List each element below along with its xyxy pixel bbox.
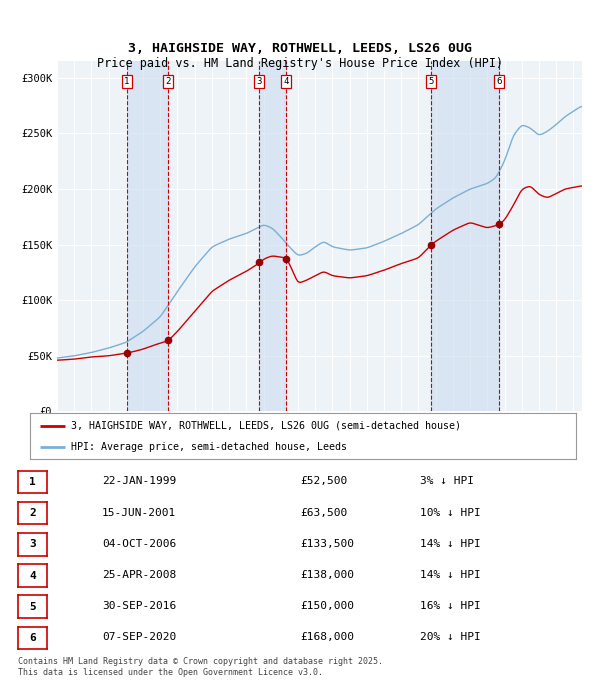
Text: 07-SEP-2020: 07-SEP-2020 xyxy=(102,632,176,642)
Text: 6: 6 xyxy=(497,77,502,86)
Text: 2: 2 xyxy=(166,77,171,86)
Text: HPI: Average price, semi-detached house, Leeds: HPI: Average price, semi-detached house,… xyxy=(71,443,347,452)
Text: 4: 4 xyxy=(29,571,36,581)
Text: 14% ↓ HPI: 14% ↓ HPI xyxy=(420,570,481,580)
Text: 3% ↓ HPI: 3% ↓ HPI xyxy=(420,477,474,486)
Text: 1: 1 xyxy=(124,77,130,86)
Text: Price paid vs. HM Land Registry's House Price Index (HPI): Price paid vs. HM Land Registry's House … xyxy=(97,56,503,70)
Text: 2: 2 xyxy=(29,508,36,518)
Text: 15-JUN-2001: 15-JUN-2001 xyxy=(102,507,176,517)
Text: 20% ↓ HPI: 20% ↓ HPI xyxy=(420,632,481,642)
Text: 14% ↓ HPI: 14% ↓ HPI xyxy=(420,539,481,549)
Text: 04-OCT-2006: 04-OCT-2006 xyxy=(102,539,176,549)
Text: 3: 3 xyxy=(29,539,36,549)
Text: £138,000: £138,000 xyxy=(300,570,354,580)
Bar xyxy=(259,61,286,411)
Text: 1: 1 xyxy=(29,477,36,487)
Text: £52,500: £52,500 xyxy=(300,477,347,486)
Text: 25-APR-2008: 25-APR-2008 xyxy=(102,570,176,580)
Bar xyxy=(431,61,499,411)
Text: 3: 3 xyxy=(257,77,262,86)
Text: 30-SEP-2016: 30-SEP-2016 xyxy=(102,601,176,611)
Text: 3, HAIGHSIDE WAY, ROTHWELL, LEEDS, LS26 0UG: 3, HAIGHSIDE WAY, ROTHWELL, LEEDS, LS26 … xyxy=(128,42,472,56)
Text: Contains HM Land Registry data © Crown copyright and database right 2025.
This d: Contains HM Land Registry data © Crown c… xyxy=(18,657,383,677)
Text: 10% ↓ HPI: 10% ↓ HPI xyxy=(420,507,481,517)
Text: 6: 6 xyxy=(29,633,36,643)
Text: £150,000: £150,000 xyxy=(300,601,354,611)
Text: 4: 4 xyxy=(284,77,289,86)
Text: £63,500: £63,500 xyxy=(300,507,347,517)
Bar xyxy=(127,61,168,411)
Text: 5: 5 xyxy=(29,602,36,612)
Text: £133,500: £133,500 xyxy=(300,539,354,549)
Text: 22-JAN-1999: 22-JAN-1999 xyxy=(102,477,176,486)
Text: £168,000: £168,000 xyxy=(300,632,354,642)
Text: 5: 5 xyxy=(428,77,434,86)
Text: 3, HAIGHSIDE WAY, ROTHWELL, LEEDS, LS26 0UG (semi-detached house): 3, HAIGHSIDE WAY, ROTHWELL, LEEDS, LS26 … xyxy=(71,421,461,430)
Text: 16% ↓ HPI: 16% ↓ HPI xyxy=(420,601,481,611)
